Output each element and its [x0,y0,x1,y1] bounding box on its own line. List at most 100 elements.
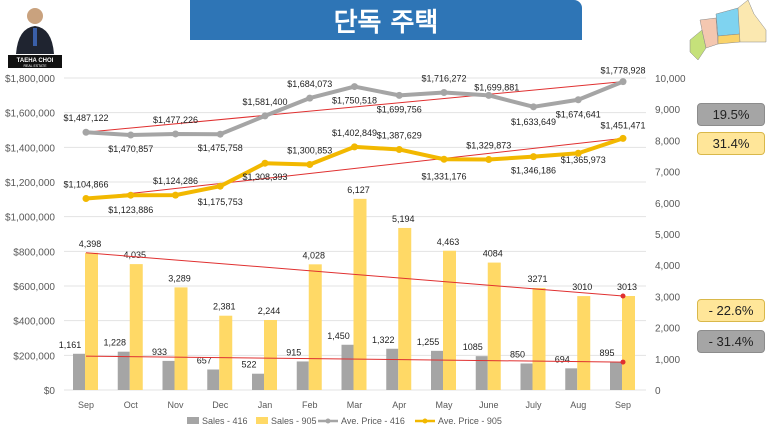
data-label-sales-905: 3010 [572,282,592,292]
right-axis-tick-label: 3,000 [655,292,680,303]
data-label-sales-905: 4,035 [123,250,146,260]
x-axis-tick-label: June [479,400,499,410]
data-label-price: $1,329,873 [466,140,511,150]
left-axis-tick-label: $0 [44,386,56,397]
bar-sales-905 [219,315,233,390]
data-label-price: $1,470,857 [108,144,153,154]
line-point [574,96,582,104]
bar-sales-905 [622,295,635,390]
bar-sales-416 [475,356,488,390]
price-905-change-badge: 31.4% [697,132,765,155]
data-label-price: $1,451,471 [600,120,645,130]
left-axis-tick-label: $400,000 [13,317,55,328]
bar-sales-416 [207,369,220,390]
line-point [485,155,493,163]
line-point [306,94,314,102]
bar-sales-416 [565,368,578,390]
x-axis-tick-label: July [525,400,542,410]
line-point [172,191,179,199]
line-point [216,130,224,138]
data-label-price: $1,104,866 [63,179,108,189]
agent-logo: TAEHA CHOI REAL ESTATE [8,2,62,68]
right-axis-tick-label: 7,000 [655,168,680,179]
legend-label: Sales - 905 [271,416,317,426]
trendline-price-905 [85,137,624,199]
bar-sales-416 [431,350,443,390]
bar-sales-416 [296,361,309,390]
data-label-price: $1,346,186 [511,166,556,176]
data-label-price: $1,308,393 [242,172,287,182]
legend-marker [325,418,331,424]
data-label-sales-416: 933 [152,347,167,357]
x-axis-tick-label: Mar [347,400,363,410]
data-label-price: $1,633,649 [511,117,556,127]
left-axis-tick-label: $1,600,000 [5,109,55,120]
data-label-sales-416: 694 [555,354,570,364]
logo-subtext: REAL ESTATE [23,64,47,68]
left-axis-tick-label: $1,000,000 [5,213,55,224]
bar-sales-905 [577,296,591,390]
data-label-price: $1,750,518 [332,96,377,106]
legend-label: Ave. Price - 905 [438,416,502,426]
data-label-sales-416: 1,450 [327,331,350,341]
data-label-sales-905: 2,381 [213,302,236,312]
x-axis-tick-label: Jan [258,400,273,410]
left-axis-tick-label: $200,000 [13,351,55,362]
data-label-price: $1,387,629 [377,130,422,140]
legend-swatch [187,417,199,424]
trendline-price-416 [85,81,624,133]
logo-text: TAEHA CHOI [17,58,54,64]
left-axis-tick-label: $1,800,000 [5,74,55,85]
trendline-sales-905 [85,252,624,297]
trendline-sales-416-end-marker [620,359,626,365]
data-label-price: $1,684,073 [287,79,332,89]
line-point [530,103,537,111]
x-axis-tick-label: Nov [167,400,184,410]
legend-label: Ave. Price - 416 [341,416,405,426]
data-label-sales-416: 1,255 [417,337,440,347]
line-point [261,112,269,120]
data-label-price: $1,716,272 [421,74,466,84]
x-axis-tick-label: Aug [570,400,586,410]
left-axis-tick-label: $800,000 [13,247,55,258]
right-axis-tick-label: 5,000 [655,230,680,241]
right-axis-tick-label: 1,000 [655,355,680,366]
line-point [261,159,269,167]
line-point [574,149,582,157]
bar-sales-905 [174,287,188,390]
line-point [619,78,627,86]
data-label-price: $1,674,641 [556,110,601,120]
data-label-sales-416: 895 [599,348,614,358]
sales-416-change-badge: - 31.4% [697,330,765,353]
data-label-price: $1,699,881 [474,82,519,92]
bar-sales-905 [487,262,501,390]
bar-sales-416 [610,362,622,390]
bar-sales-905 [443,250,456,390]
x-axis-tick-label: Dec [212,400,229,410]
line-point [395,91,403,99]
line-point [395,145,403,153]
data-label-price: $1,365,973 [561,155,606,165]
data-label-sales-905: 4084 [483,249,503,259]
bar-sales-905 [308,264,322,390]
data-label-sales-905: 4,398 [79,239,102,249]
left-axis-tick-label: $1,400,000 [5,143,55,154]
bar-sales-416 [252,373,264,390]
x-axis-tick-label: May [435,400,453,410]
bar-sales-905 [85,252,98,390]
right-axis-tick-label: 10,000 [655,74,686,85]
x-axis-tick-label: Oct [124,400,139,410]
line-point [127,191,135,199]
data-label-sales-905: 6,127 [347,185,370,195]
x-axis-tick-label: Apr [392,400,406,410]
data-label-sales-416: 915 [286,347,301,357]
right-axis-tick-label: 4,000 [655,261,680,272]
bar-sales-416 [520,363,533,390]
data-label-price: $1,475,758 [198,143,243,153]
line-point [485,91,493,99]
bar-sales-416 [73,353,85,390]
x-axis-tick-label: Feb [302,400,318,410]
legend-label: Sales - 416 [202,416,248,426]
line-point [82,128,90,136]
